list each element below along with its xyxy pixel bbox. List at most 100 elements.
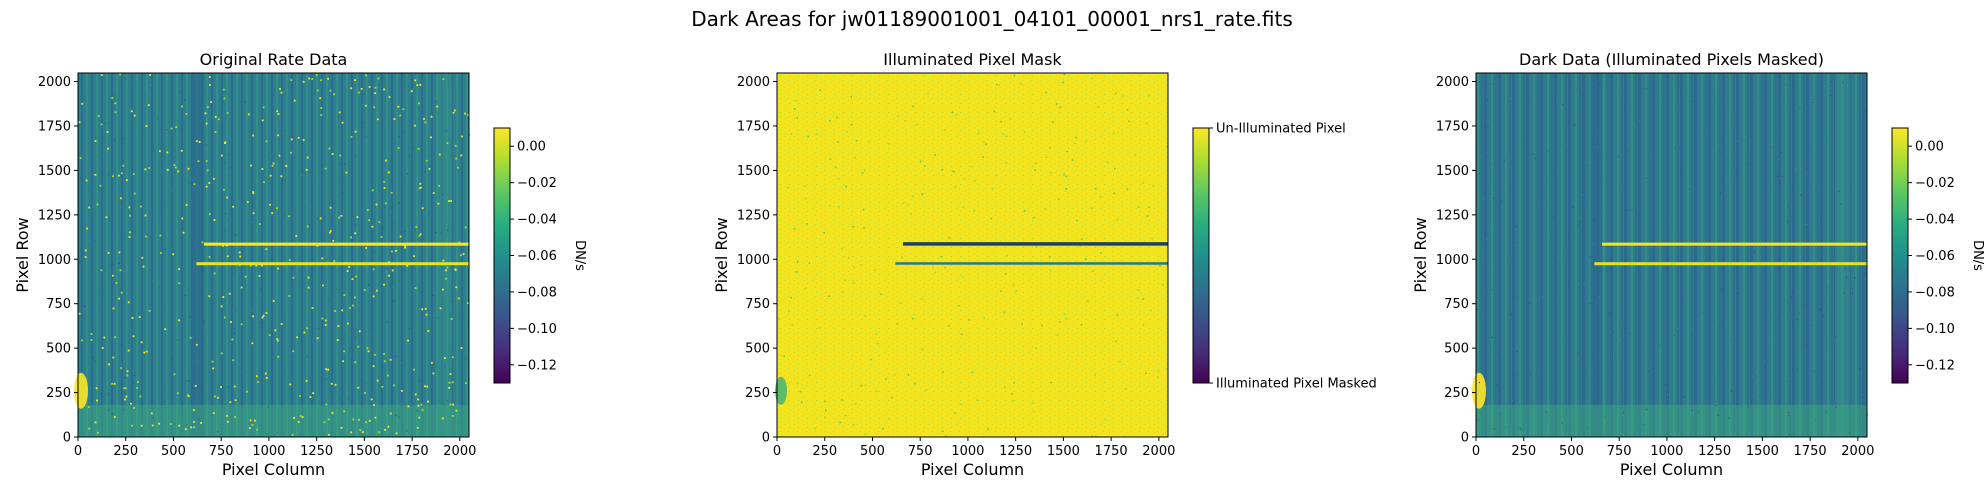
noise-pixel <box>344 163 346 165</box>
noise-pixel <box>304 207 306 209</box>
noise-pixel <box>1530 374 1532 376</box>
y-axis-label: Pixel Row <box>1411 217 1430 292</box>
hot-pixel <box>261 168 264 170</box>
image-background <box>78 73 469 437</box>
noise-pixel <box>158 216 160 218</box>
hot-pixel <box>105 216 108 219</box>
noise-pixel <box>424 342 426 345</box>
noise-pixel <box>336 288 338 290</box>
hot-pixel <box>288 259 291 261</box>
hot-pixel <box>288 295 291 297</box>
noise-pixel <box>283 215 285 217</box>
noise-pixel <box>226 153 228 155</box>
hot-pixel <box>391 269 394 272</box>
hot-pixel <box>226 255 229 258</box>
noise-pixel <box>369 328 371 330</box>
noise-pixel <box>350 329 352 331</box>
noise-pixel <box>465 399 467 401</box>
mask-speck <box>971 165 973 168</box>
hot-pixel <box>262 314 265 317</box>
noise-pixel <box>124 376 127 379</box>
mask-speck <box>940 255 943 258</box>
noise-pixel <box>253 179 255 181</box>
noise-pixel <box>1815 189 1817 191</box>
noise-pixel <box>1593 296 1596 298</box>
hot-pixel <box>240 286 243 289</box>
hot-pixel <box>449 403 452 406</box>
noise-pixel <box>204 240 206 242</box>
noise-pixel <box>390 189 393 191</box>
noise-pixel <box>1514 261 1517 263</box>
hot-pixel <box>222 245 224 247</box>
hot-pixel <box>190 426 193 429</box>
noise-pixel <box>412 146 415 149</box>
noise-pixel <box>445 177 447 179</box>
noise-pixel <box>370 208 372 210</box>
noise-pixel <box>382 235 384 238</box>
bright-band <box>436 73 453 437</box>
noise-pixel <box>1592 242 1595 245</box>
mask-speck <box>1050 381 1053 384</box>
hot-pixel <box>208 295 211 298</box>
mask-speck <box>995 174 998 177</box>
mask-speck <box>1146 122 1148 125</box>
hot-pixel <box>117 174 120 177</box>
hot-pixel <box>455 286 458 289</box>
hot-pixel <box>144 214 147 217</box>
mask-speck <box>1081 238 1083 240</box>
noise-pixel <box>1831 353 1833 356</box>
noise-pixel <box>1835 406 1837 408</box>
mask-speck <box>841 399 843 401</box>
noise-pixel <box>1811 354 1814 356</box>
noise-pixel <box>1755 189 1757 191</box>
noise-pixel <box>1711 100 1714 102</box>
noise-pixel <box>1822 382 1824 385</box>
noise-pixel <box>134 231 136 233</box>
mask-speck <box>1074 142 1076 145</box>
noise-pixel <box>1597 294 1599 296</box>
noise-pixel <box>339 266 342 269</box>
colorbar-tick-label: −0.06 <box>517 249 557 264</box>
noise-pixel <box>394 388 396 391</box>
hot-pixel <box>372 365 375 368</box>
mask-speck <box>944 266 946 269</box>
noise-pixel <box>188 177 190 179</box>
noise-pixel <box>1677 256 1679 258</box>
hot-pixel <box>424 121 427 124</box>
hot-pixel <box>249 264 252 267</box>
noise-pixel <box>171 189 173 191</box>
corner-hotspot <box>1472 372 1486 409</box>
mask-speck <box>836 116 838 119</box>
noise-pixel <box>1689 379 1691 382</box>
noise-pixel <box>1647 370 1650 372</box>
noise-pixel <box>1745 185 1747 188</box>
mask-speck <box>982 156 984 158</box>
noise-pixel <box>1622 411 1625 414</box>
hot-pixel <box>271 164 274 167</box>
mask-speck <box>951 170 954 172</box>
noise-pixel <box>1749 358 1752 360</box>
hot-pixel <box>414 393 417 396</box>
noise-pixel <box>1787 295 1789 297</box>
mask-speck <box>1057 198 1060 201</box>
noise-pixel <box>1552 262 1554 264</box>
noise-pixel <box>189 316 191 318</box>
hot-pixel <box>172 253 175 256</box>
hot-pixel <box>371 225 374 228</box>
hot-pixel <box>336 339 339 342</box>
noise-pixel <box>404 230 406 232</box>
mask-speck <box>934 154 936 156</box>
noise-pixel <box>1491 163 1493 165</box>
noise-pixel <box>1796 318 1798 321</box>
hot-pixel <box>367 350 370 353</box>
noise-pixel <box>120 324 122 327</box>
hot-pixel <box>214 131 217 134</box>
mask-speck <box>862 208 865 211</box>
noise-pixel <box>1789 317 1791 319</box>
noise-pixel <box>1731 103 1733 105</box>
noise-pixel <box>203 320 205 322</box>
mask-speck <box>818 327 821 329</box>
noise-pixel <box>351 410 353 412</box>
hot-pixel <box>113 382 116 385</box>
hot-pixel <box>181 217 184 220</box>
